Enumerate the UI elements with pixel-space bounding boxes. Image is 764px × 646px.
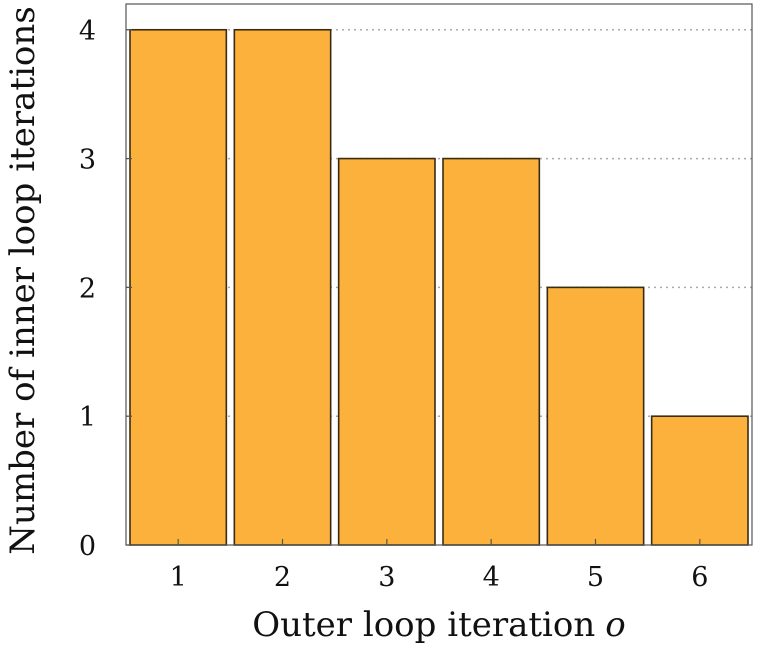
- x-tick-label: 6: [691, 562, 708, 593]
- y-tick-label: 4: [79, 16, 96, 47]
- y-axis-title: Number of inner loop iterations: [3, 6, 43, 554]
- y-tick-label: 2: [79, 273, 96, 304]
- x-tick-label: 2: [274, 562, 291, 593]
- y-axis-ticks: 0 1 2 3 4: [79, 16, 132, 562]
- bar: [233, 28, 332, 546]
- x-tick-label: 3: [378, 562, 395, 593]
- bar: [337, 157, 436, 546]
- bar: [546, 286, 645, 546]
- bar: [442, 157, 541, 546]
- grid-lines: [126, 29, 752, 417]
- y-tick-label: 0: [79, 531, 96, 562]
- x-tick-label: 1: [170, 562, 187, 593]
- x-axis-title: Outer loop iteration o: [252, 605, 626, 645]
- bar: [650, 415, 749, 546]
- y-tick-label: 3: [79, 145, 96, 176]
- x-tick-label: 5: [587, 562, 604, 593]
- x-axis-title-text: Outer loop iteration: [252, 605, 595, 645]
- bar: [129, 28, 228, 546]
- plot-frame: [125, 3, 753, 546]
- x-tick-label: 4: [483, 562, 500, 593]
- x-axis-ticks: 1 2 3 4 5 6: [170, 539, 708, 593]
- x-axis-title-variable: o: [605, 605, 625, 645]
- y-tick-label: 1: [79, 402, 96, 433]
